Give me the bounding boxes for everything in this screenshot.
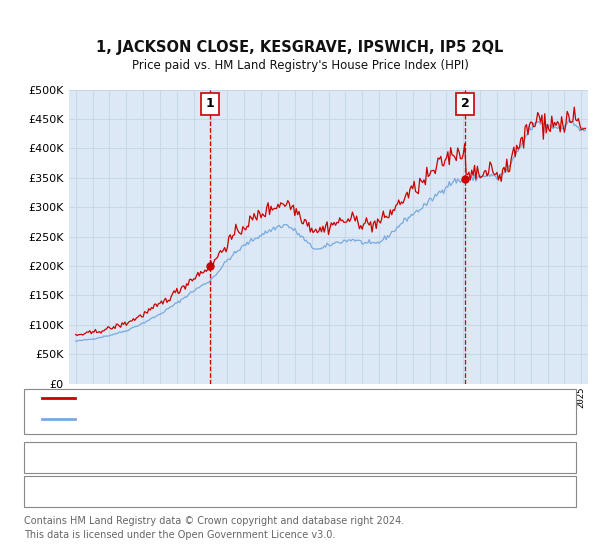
- Text: 08-FEB-2018: 08-FEB-2018: [108, 485, 184, 498]
- Text: 1% ↑ HPI: 1% ↑ HPI: [426, 485, 481, 498]
- Text: 19-DEC-2002: 19-DEC-2002: [108, 451, 186, 464]
- Text: 2: 2: [461, 97, 469, 110]
- Text: 1: 1: [206, 97, 214, 110]
- Text: Price paid vs. HM Land Registry's House Price Index (HPI): Price paid vs. HM Land Registry's House …: [131, 59, 469, 72]
- Text: 2: 2: [50, 487, 58, 496]
- Text: HPI: Average price, detached house, East Suffolk: HPI: Average price, detached house, East…: [84, 414, 356, 424]
- Text: Contains HM Land Registry data © Crown copyright and database right 2024.
This d: Contains HM Land Registry data © Crown c…: [24, 516, 404, 539]
- Text: £348,750: £348,750: [300, 485, 356, 498]
- Text: 1: 1: [50, 453, 58, 463]
- Text: £199,950: £199,950: [300, 451, 356, 464]
- Text: 14% ↑ HPI: 14% ↑ HPI: [426, 451, 488, 464]
- Text: 1, JACKSON CLOSE, KESGRAVE, IPSWICH, IP5 2QL: 1, JACKSON CLOSE, KESGRAVE, IPSWICH, IP5…: [97, 40, 503, 55]
- Text: 1, JACKSON CLOSE, KESGRAVE, IPSWICH, IP5 2QL (detached house): 1, JACKSON CLOSE, KESGRAVE, IPSWICH, IP5…: [84, 393, 460, 403]
